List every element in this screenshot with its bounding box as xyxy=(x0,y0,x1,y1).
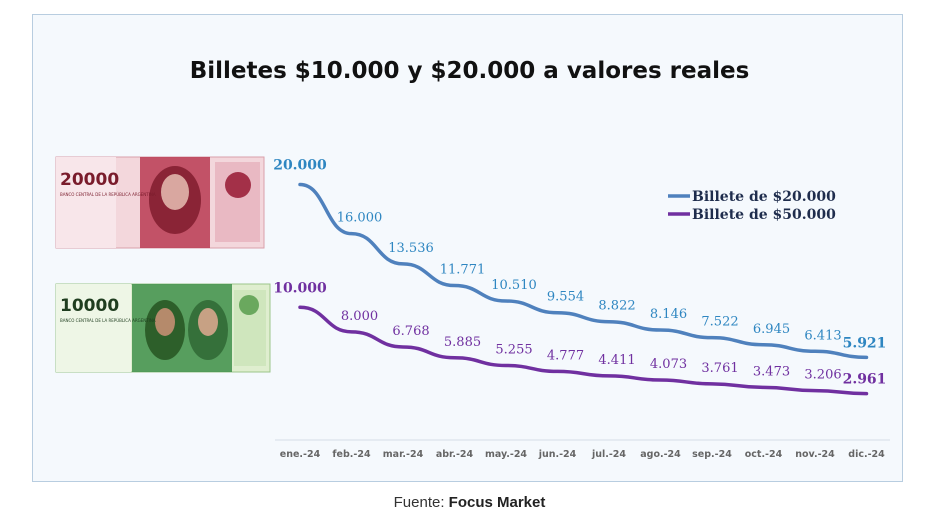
legend: Billete de $20.000 Billete de $50.000 xyxy=(668,189,836,223)
data-label-1-5: 4.777 xyxy=(547,348,584,363)
data-label-1-8: 3.761 xyxy=(701,361,738,376)
banknote-10000-issuer: BANCO CENTRAL DE LA REPÚBLICA ARGENTINA xyxy=(60,318,156,323)
x-tick-label: ago.-24 xyxy=(640,449,681,460)
data-label-1-10: 3.206 xyxy=(804,368,841,383)
data-label-0-1: 16.000 xyxy=(337,211,383,226)
source-name: Focus Market xyxy=(448,494,546,511)
x-tick-label: sep.-24 xyxy=(692,449,732,460)
series-line-0 xyxy=(298,182,869,360)
legend-label-1: Billete de $50.000 xyxy=(692,207,836,223)
series-layer: 20.000 16.000 13.536 11.771 10.510 9.554 8.822… xyxy=(273,158,887,396)
x-axis-ticks: ene.-24 feb.-24 mar.-24 abr.-24 may.-24 jun.-… xyxy=(280,449,885,460)
data-label-1-0: 10.000 xyxy=(273,280,327,296)
data-label-0-7: 8.146 xyxy=(650,307,687,322)
chart-title: Billetes $10.000 y $20.000 a valores rea… xyxy=(189,58,750,84)
source-prefix: Fuente: xyxy=(393,494,449,511)
x-tick-label: may.-24 xyxy=(485,449,527,460)
x-tick-label: mar.-24 xyxy=(383,449,424,460)
banknote-10000-image: 10000 BANCO CENTRAL DE LA REPÚBLICA ARGE… xyxy=(55,283,271,373)
data-label-0-6: 8.822 xyxy=(598,299,635,314)
series-line-1 xyxy=(298,305,869,396)
data-label-1-9: 3.473 xyxy=(753,364,790,379)
data-label-1-2: 6.768 xyxy=(392,324,429,339)
data-label-1-3: 5.885 xyxy=(444,335,481,350)
banknote-20000-image: 20000 BANCO CENTRAL DE LA REPÚBLICA ARGE… xyxy=(55,156,265,249)
x-tick-label: abr.-24 xyxy=(436,449,474,460)
legend-label-0: Billete de $20.000 xyxy=(692,189,836,205)
data-label-0-8: 7.522 xyxy=(701,315,738,330)
x-tick-label: ene.-24 xyxy=(280,449,321,460)
x-tick-label: oct.-24 xyxy=(745,449,783,460)
banknote-20000-denomination: 20000 xyxy=(60,170,119,190)
data-label-0-0: 20.000 xyxy=(273,158,327,174)
data-label-1-1: 8.000 xyxy=(341,309,378,324)
data-label-1-6: 4.411 xyxy=(598,353,635,368)
data-label-0-5: 9.554 xyxy=(547,290,584,305)
data-label-0-2: 13.536 xyxy=(388,241,434,256)
data-label-1-11: 2.961 xyxy=(843,372,887,388)
data-label-0-4: 10.510 xyxy=(491,278,537,293)
x-tick-label: nov.-24 xyxy=(795,449,835,460)
x-tick-label: jul.-24 xyxy=(591,449,626,460)
data-label-1-7: 4.073 xyxy=(650,357,687,372)
data-label-0-9: 6.945 xyxy=(753,322,790,337)
x-tick-label: dic.-24 xyxy=(848,449,885,460)
data-label-1-4: 5.255 xyxy=(495,343,532,358)
data-label-0-10: 6.413 xyxy=(804,328,841,343)
banknote-10000-denomination: 10000 xyxy=(60,296,119,316)
x-tick-label: feb.-24 xyxy=(332,449,371,460)
data-label-0-11: 5.921 xyxy=(843,335,887,351)
x-tick-label: jun.-24 xyxy=(538,449,577,460)
banknote-20000-issuer: BANCO CENTRAL DE LA REPÚBLICA ARGENTINA xyxy=(60,192,156,197)
source-note: Fuente: Focus Market xyxy=(0,494,939,511)
data-label-0-3: 11.771 xyxy=(440,263,486,278)
